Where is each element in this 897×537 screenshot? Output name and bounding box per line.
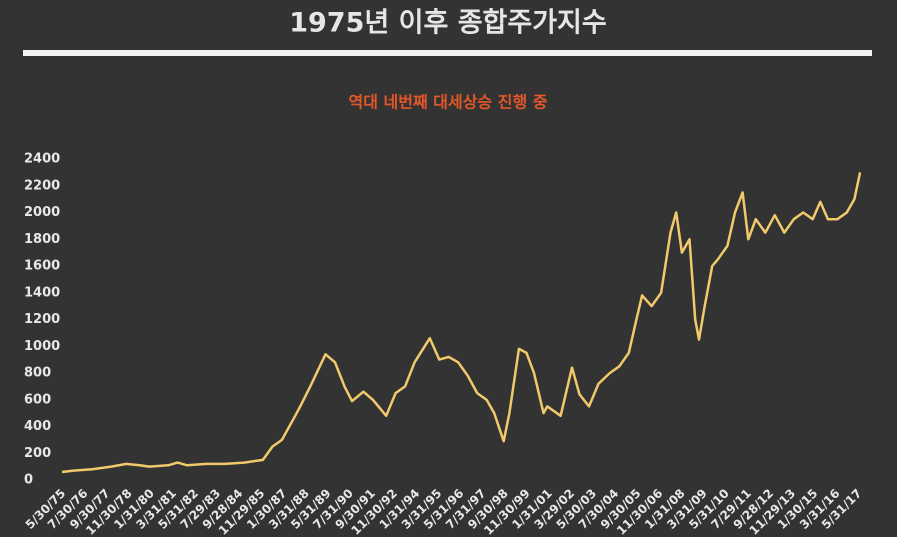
- index-line: [61, 172, 862, 474]
- chart-subtitle: 역대 네번째 대세상승 진행 중: [349, 93, 548, 112]
- y-tick-label: 2400: [24, 152, 60, 167]
- y-tick-label: 1800: [24, 232, 60, 247]
- y-tick-label: 0: [24, 473, 33, 488]
- y-tick-label: 200: [24, 446, 51, 461]
- y-tick-label: 2200: [24, 178, 60, 193]
- y-tick-label: 400: [24, 419, 51, 434]
- y-tick-label: 2000: [24, 205, 60, 220]
- y-tick-label: 1600: [24, 259, 60, 274]
- y-tick-label: 1000: [24, 339, 60, 354]
- chart-title: 1975년 이후 종합주가지수: [289, 8, 607, 39]
- y-tick-label: 600: [24, 392, 51, 407]
- y-tick-label: 1400: [24, 285, 60, 300]
- y-tick-label: 800: [24, 366, 51, 381]
- title-rule: [23, 50, 872, 56]
- y-tick-label: 1200: [24, 312, 60, 327]
